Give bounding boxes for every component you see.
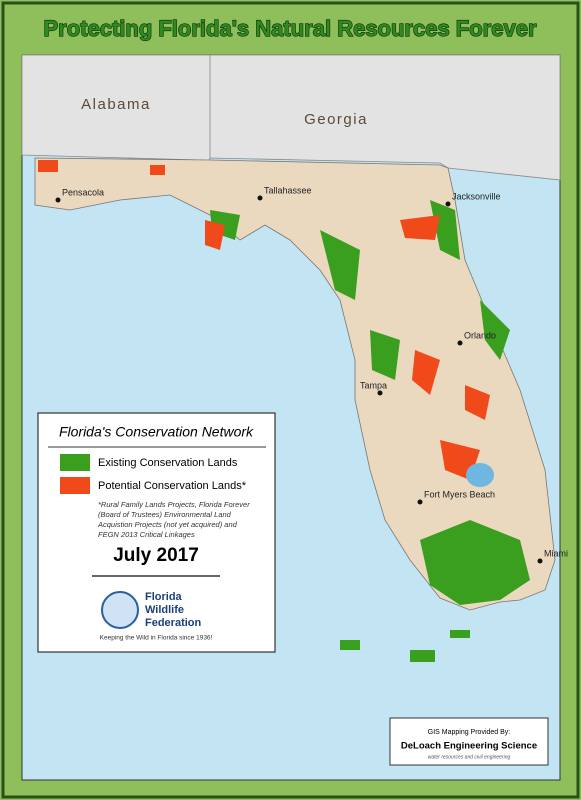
legend-swatch <box>60 454 90 471</box>
land-patch <box>465 385 490 420</box>
neighbor-states <box>21 54 561 181</box>
title: Protecting Florida's Natural Resources F… <box>43 16 536 41</box>
logo-line: Florida <box>145 591 183 603</box>
credit-box <box>389 717 549 766</box>
logo-tagline: Keeping the Wild in Florida since 1936! <box>100 635 213 642</box>
florida-land <box>34 157 556 611</box>
note-line: *Rural Family Lands Projects, Florida Fo… <box>98 500 250 509</box>
state-label: Georgia <box>304 111 368 128</box>
logo-line: Wildlife <box>145 604 184 616</box>
city-dot <box>55 197 61 203</box>
city-dot <box>457 340 463 346</box>
note-line: Acquistion Projects (not yet acquired) a… <box>97 520 238 529</box>
state-label: Alabama <box>81 96 151 113</box>
city-label: Jacksonville <box>452 191 501 201</box>
city-label: Tampa <box>360 380 387 390</box>
land-patch <box>205 220 225 250</box>
credit-label: GIS Mapping Provided By: <box>428 729 511 736</box>
legend-label: Existing Conservation Lands <box>98 457 238 469</box>
city-label: Tallahassee <box>264 185 312 195</box>
city-labels: Pensacola Tallahassee Jacksonville Orlando T… <box>55 185 568 564</box>
city-label: Fort Myers Beach <box>424 489 495 499</box>
land-patch <box>480 300 510 360</box>
legend-date: July 2017 <box>113 545 199 566</box>
legend-note: *Rural Family Lands Projects, Florida Fo… <box>97 500 250 539</box>
land-patch <box>400 215 440 240</box>
city-dot <box>257 195 263 201</box>
land-patch <box>320 230 360 300</box>
city-dot <box>537 558 543 564</box>
existing-lands <box>210 200 530 662</box>
city-dot <box>377 390 383 396</box>
legend-title: Florida's Conservation Network <box>59 424 254 440</box>
logo-line: Federation <box>145 617 202 629</box>
note-line: (Board of Trustees) Environmental Land <box>98 510 232 519</box>
city-label: Miami <box>544 548 568 558</box>
city-label: Pensacola <box>62 187 104 197</box>
legend-swatch <box>60 477 90 494</box>
city-dot <box>417 499 423 505</box>
logo-name: Florida Wildlife Federation <box>145 591 202 629</box>
logo-emblem <box>101 591 139 629</box>
land-patch <box>412 350 440 395</box>
everglades <box>420 520 530 605</box>
city-label: Orlando <box>464 330 496 340</box>
land-patch <box>430 200 460 260</box>
credit-tagline: water resources and civil engineering <box>428 754 511 760</box>
note-line: FEGN 2013 Critical Linkages <box>98 530 195 539</box>
keys <box>340 630 470 662</box>
legend-box <box>37 412 276 653</box>
land-patch <box>370 330 400 380</box>
land-patch <box>38 160 165 175</box>
lake-okeechobee <box>466 463 494 487</box>
city-dot <box>445 201 451 207</box>
legend-label: Potential Conservation Lands* <box>98 480 247 492</box>
credit-company: DeLoach Engineering Science <box>401 741 537 752</box>
